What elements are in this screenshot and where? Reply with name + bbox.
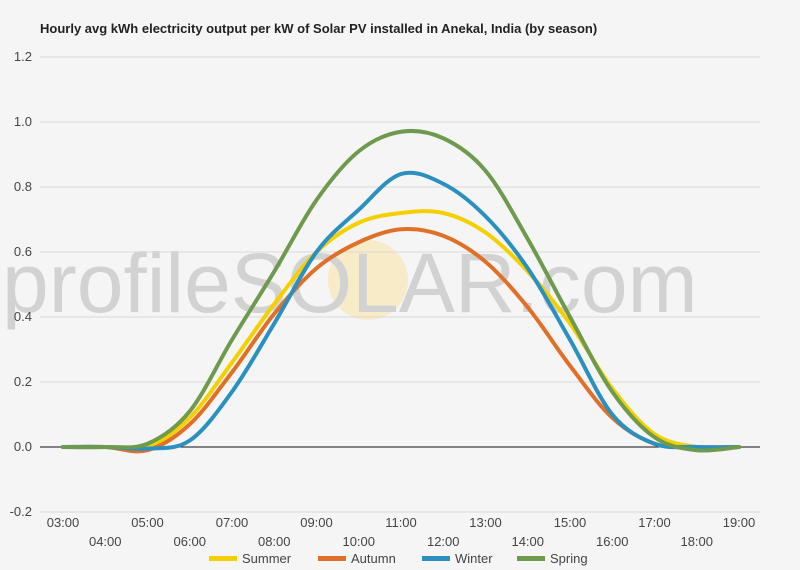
x-tick-label: 08:00 [258, 534, 291, 549]
y-tick-label: 0.2 [14, 374, 32, 389]
watermark: profileSOLAR.com [2, 236, 698, 330]
legend-swatch [517, 556, 545, 561]
legend-label: Autumn [351, 551, 396, 566]
x-tick-label: 15:00 [554, 515, 587, 530]
y-tick-label: 0.6 [14, 244, 32, 259]
legend: Summer Autumn Winter Spring [209, 551, 588, 566]
series-lines [61, 128, 741, 454]
x-tick-label: 05:00 [131, 515, 164, 530]
x-axis: 03:00 04:00 05:00 06:00 07:00 08:00 09:00 10:00… [47, 515, 756, 549]
series-line-winter [61, 170, 741, 451]
legend-item-winter[interactable]: Winter [422, 551, 493, 566]
legend-label: Summer [242, 551, 292, 566]
watermark-sun-icon [328, 240, 408, 320]
watermark-text: profileSOLAR.com [2, 236, 698, 330]
x-tick-label: 14:00 [511, 534, 544, 549]
legend-swatch [318, 556, 346, 561]
x-tick-label: 09:00 [300, 515, 333, 530]
series-line-spring [61, 128, 741, 453]
x-tick-label: 10:00 [342, 534, 375, 549]
x-tick-label: 07:00 [216, 515, 249, 530]
y-tick-label: -0.2 [10, 504, 32, 519]
legend-item-autumn[interactable]: Autumn [318, 551, 396, 566]
y-tick-label: 0.8 [14, 179, 32, 194]
y-axis: -0.2 0.0 0.2 0.4 0.6 0.8 1.0 1.2 [10, 49, 32, 519]
x-tick-label: 03:00 [47, 515, 80, 530]
x-tick-label: 04:00 [89, 534, 122, 549]
legend-item-spring[interactable]: Spring [517, 551, 588, 566]
legend-swatch [422, 556, 450, 561]
y-tick-label: 0.4 [14, 309, 32, 324]
chart-title: Hourly avg kWh electricity output per kW… [40, 21, 597, 36]
series-line-summer [61, 209, 741, 452]
legend-swatch [209, 556, 237, 561]
x-tick-label: 18:00 [680, 534, 713, 549]
y-tick-label: 1.0 [14, 114, 32, 129]
legend-item-summer[interactable]: Summer [209, 551, 292, 566]
grid [40, 56, 760, 513]
x-tick-label: 17:00 [638, 515, 671, 530]
y-tick-label: 0.0 [14, 439, 32, 454]
x-tick-label: 13:00 [469, 515, 502, 530]
y-tick-label: 1.2 [14, 49, 32, 64]
x-tick-label: 16:00 [596, 534, 629, 549]
legend-label: Winter [455, 551, 493, 566]
x-tick-label: 12:00 [427, 534, 460, 549]
legend-label: Spring [550, 551, 588, 566]
x-tick-label: 06:00 [173, 534, 206, 549]
x-tick-label: 19:00 [723, 515, 756, 530]
x-tick-label: 11:00 [385, 515, 417, 530]
